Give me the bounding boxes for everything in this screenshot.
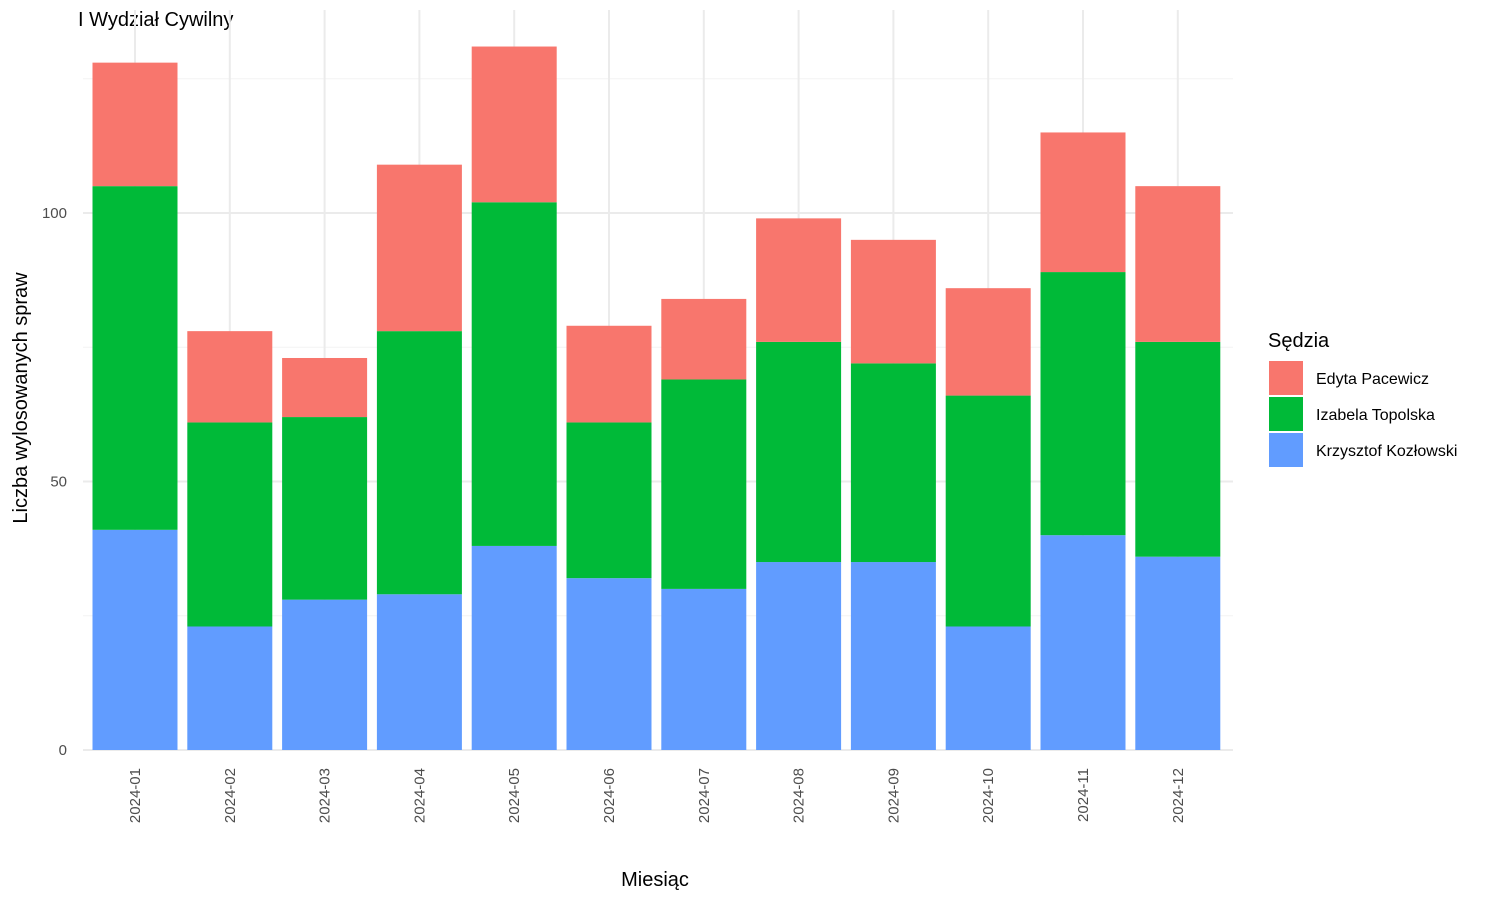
bar-segment — [945, 626, 1031, 750]
bar-segment — [756, 218, 842, 342]
legend-title: Sędzia — [1268, 330, 1330, 352]
bar-segment — [187, 626, 273, 750]
legend-swatch — [1269, 433, 1303, 467]
bar-segment — [376, 594, 462, 750]
x-tick-label: 2024-03 — [317, 768, 334, 823]
bar-segment — [1135, 341, 1221, 557]
y-tick-label: 100 — [42, 205, 67, 222]
x-tick-label: 2024-07 — [696, 768, 713, 823]
bar-segment — [756, 562, 842, 750]
bar-segment — [1040, 132, 1126, 273]
legend-label: Krzysztof Kozłowski — [1316, 443, 1457, 460]
x-axis-ticks: 2024-01 2024-02 2024-03 2024-04 2024-05 2024-… — [127, 768, 1187, 823]
bar-segment — [756, 341, 842, 563]
chart-title: I Wydział Cywilny — [78, 9, 233, 31]
x-tick-label: 2024-09 — [885, 768, 902, 823]
bar-segment — [945, 395, 1031, 627]
x-tick-label: 2024-01 — [127, 768, 144, 823]
x-tick-label: 2024-02 — [222, 768, 239, 823]
bar-segment — [92, 186, 178, 530]
bar-segment — [945, 288, 1031, 396]
bar-segment — [282, 417, 368, 600]
bar-segment — [471, 545, 557, 750]
x-tick-label: 2024-11 — [1075, 768, 1092, 822]
bar-segment — [661, 298, 747, 380]
bar-segment — [850, 363, 936, 563]
x-tick-label: 2024-08 — [791, 768, 808, 823]
legend: Sędzia Edyta Pacewicz Izabela Topolska Krz… — [1268, 330, 1457, 467]
bars — [92, 46, 1221, 750]
bar-segment — [566, 578, 652, 750]
bar-segment — [376, 331, 462, 595]
bar-segment — [376, 164, 462, 332]
bar-segment — [471, 46, 557, 203]
bar-segment — [850, 562, 936, 750]
bar-segment — [850, 239, 936, 364]
bar-segment — [282, 357, 368, 418]
x-axis-title: Miesiąc — [621, 869, 689, 891]
x-tick-label: 2024-06 — [601, 768, 618, 823]
bar-segment — [282, 599, 368, 750]
bar-segment — [661, 588, 747, 750]
legend-label: Izabela Topolska — [1316, 407, 1435, 424]
legend-swatch — [1269, 361, 1303, 395]
legend-label: Edyta Pacewicz — [1316, 371, 1429, 388]
legend-swatch — [1269, 397, 1303, 431]
bar-segment — [566, 325, 652, 423]
bar-segment — [566, 422, 652, 579]
bar-segment — [92, 62, 178, 187]
bar-segment — [187, 331, 273, 423]
bar-segment — [1040, 272, 1126, 536]
x-tick-label: 2024-10 — [980, 768, 997, 823]
y-axis-title: Liczba wylosowanych spraw — [10, 272, 32, 524]
bar-segment — [471, 202, 557, 546]
x-tick-label: 2024-04 — [411, 768, 428, 823]
y-axis-ticks: 0 50 100 — [42, 205, 67, 759]
x-tick-label: 2024-12 — [1170, 768, 1187, 823]
y-tick-label: 0 — [59, 742, 67, 759]
y-tick-label: 50 — [50, 474, 67, 491]
x-tick-label: 2024-05 — [506, 768, 523, 823]
bar-segment — [661, 379, 747, 589]
bar-segment — [1135, 556, 1221, 750]
bar-segment — [1135, 186, 1221, 342]
bar-segment — [1040, 535, 1126, 750]
bar-segment — [92, 529, 178, 750]
bar-segment — [187, 422, 273, 627]
